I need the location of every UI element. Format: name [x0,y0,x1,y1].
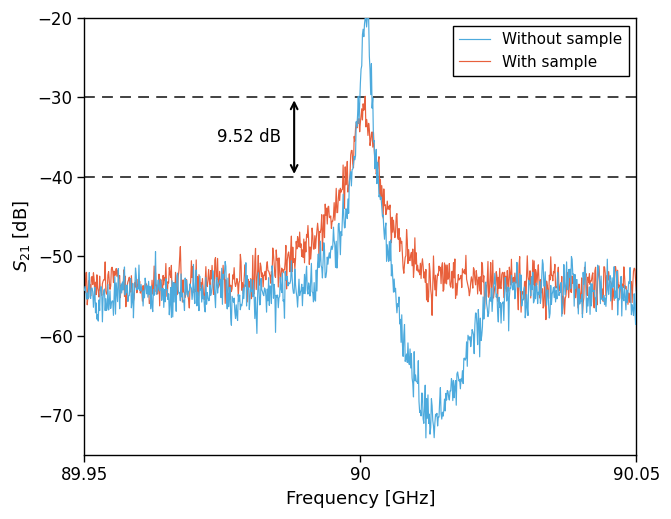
With sample [542,317,550,323]
Without sample [361,15,369,21]
Without sample [161,299,169,305]
Without sample [155,286,163,293]
Without sample [628,302,636,308]
Without sample [81,287,89,293]
With sample [81,276,89,282]
With sample [161,277,169,283]
With sample [226,296,234,303]
Y-axis label: $S_{21}$ [dB]: $S_{21}$ [dB] [11,200,32,272]
With sample [155,271,163,277]
Legend: Without sample, With sample: Without sample, With sample [454,26,629,76]
With sample [628,299,636,306]
With sample [361,93,369,100]
Line: Without sample: Without sample [85,18,636,438]
Without sample [331,264,340,270]
With sample [632,288,640,294]
Without sample [632,284,640,291]
Line: With sample: With sample [85,97,636,320]
With sample [430,275,438,281]
Without sample [422,435,430,441]
Without sample [226,284,234,290]
X-axis label: Frequency [GHz]: Frequency [GHz] [286,490,435,508]
Text: 9.52 dB: 9.52 dB [217,128,281,146]
With sample [331,204,340,211]
Without sample [431,420,439,427]
